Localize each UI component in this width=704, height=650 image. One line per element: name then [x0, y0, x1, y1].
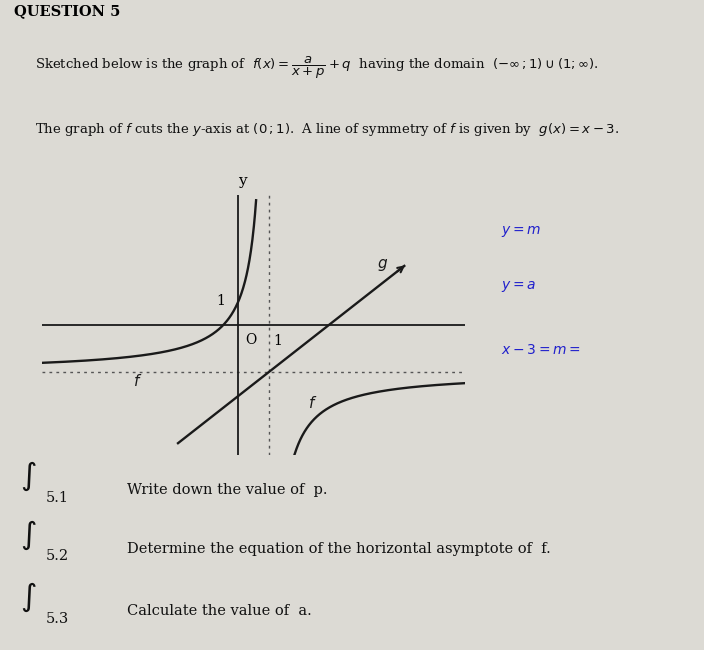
- Text: 1: 1: [217, 294, 226, 308]
- Text: $y = m$: $y = m$: [501, 224, 541, 239]
- Text: $\int$: $\int$: [20, 580, 37, 614]
- Text: $\int$: $\int$: [20, 460, 37, 493]
- Text: 5.1: 5.1: [46, 491, 69, 505]
- Text: $g$: $g$: [377, 257, 388, 273]
- Text: Write down the value of  p.: Write down the value of p.: [127, 483, 327, 497]
- Text: $f$: $f$: [133, 374, 142, 389]
- Text: O: O: [245, 333, 256, 347]
- Text: $y = a$: $y = a$: [501, 278, 536, 294]
- Text: $\int$: $\int$: [20, 518, 37, 552]
- Text: y: y: [238, 174, 246, 188]
- Text: 5.3: 5.3: [46, 612, 69, 626]
- Text: 5.2: 5.2: [46, 549, 69, 564]
- Text: 1: 1: [273, 334, 282, 348]
- Text: $x-3 = m=$: $x-3 = m=$: [501, 343, 581, 357]
- Text: Determine the equation of the horizontal asymptote of  f.: Determine the equation of the horizontal…: [127, 541, 551, 556]
- Text: $f$: $f$: [308, 395, 317, 411]
- Text: Sketched below is the graph of  $f(x) = \dfrac{a}{x+p} + q$  having the domain  : Sketched below is the graph of $f(x) = \…: [35, 55, 599, 81]
- Text: The graph of $f$ cuts the $y$-axis at $(0\,;1)$.  A line of symmetry of $f$ is g: The graph of $f$ cuts the $y$-axis at $(…: [35, 121, 620, 138]
- Text: QUESTION 5: QUESTION 5: [14, 4, 120, 18]
- Text: Calculate the value of  a.: Calculate the value of a.: [127, 604, 311, 618]
